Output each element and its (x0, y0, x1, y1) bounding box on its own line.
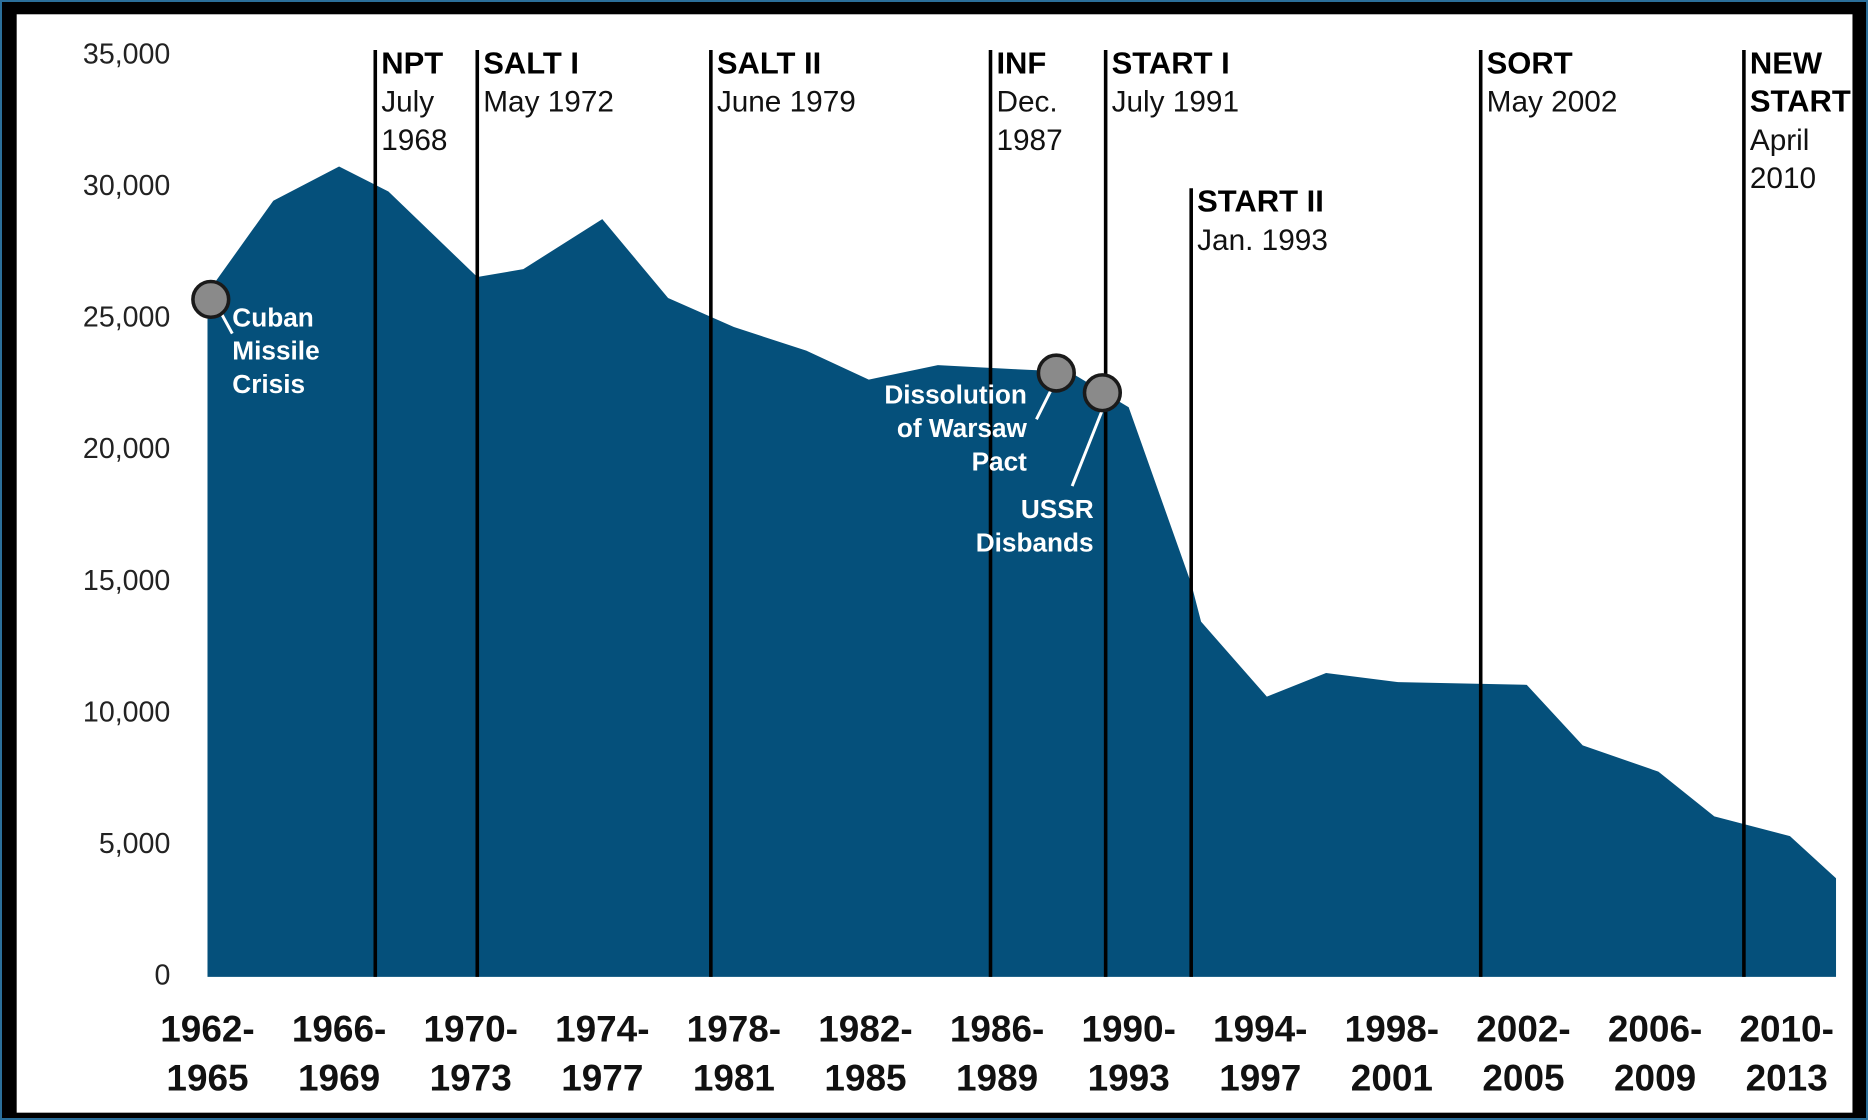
y-tick-label: 5,000 (99, 828, 171, 860)
treaty-date: Dec. 1987 (996, 86, 1062, 157)
event-label: Dissolution of Warsaw Pact (884, 380, 1027, 477)
y-tick-label: 35,000 (83, 39, 170, 71)
y-tick-label: 15,000 (83, 565, 170, 597)
treaty-name: START II (1197, 184, 1324, 219)
treaty-name: SALT I (483, 46, 579, 81)
plot: 0 5,000 10,000 15,000 20,000 25,000 30,000 35,0… (16, 14, 1853, 1113)
y-tick-label: 20,000 (83, 433, 170, 465)
event-marker (1082, 373, 1123, 413)
treaty-date: May 2002 (1487, 86, 1618, 119)
x-tick-label: 1978-1981 (687, 1008, 781, 1098)
x-tick-label: 1962-1965 (160, 1008, 254, 1098)
y-tick-label: 25,000 (83, 302, 170, 334)
x-tick-label: 1970-1973 (423, 1008, 517, 1098)
event-marker (1036, 353, 1076, 393)
event-connector (1070, 410, 1104, 487)
event-label: USSR Disbands (976, 494, 1094, 557)
event-connector (1035, 390, 1053, 421)
x-tick-label: 2002-2005 (1476, 1008, 1570, 1098)
treaty-date: April 2010 (1750, 124, 1816, 195)
x-tick-label: 1966-1969 (292, 1008, 386, 1098)
event-marker (191, 279, 231, 320)
y-tick-label: 10,000 (83, 696, 170, 728)
treaty-date: July 1991 (1112, 86, 1239, 119)
treaty-name: START I (1112, 46, 1230, 81)
x-tick-label: 2006-2009 (1608, 1008, 1702, 1098)
treaty-name: SORT (1487, 46, 1573, 81)
x-tick-label: 1994-1997 (1213, 1008, 1307, 1098)
treaty-date: May 1972 (483, 86, 614, 119)
area (207, 166, 1837, 977)
treaty-name: SALT II (717, 46, 821, 81)
x-tick-label: 1998-2001 (1345, 1008, 1439, 1098)
treaty-date: Jan. 1993 (1197, 224, 1328, 257)
treaty-name: NEW START (1750, 46, 1851, 119)
y-tick-label: 0 (154, 959, 170, 991)
treaty-name: INF (996, 46, 1046, 81)
treaty-date: July 1968 (381, 86, 447, 157)
event-label: Cuban Missile Crisis (232, 302, 319, 399)
x-tick-label: 2010-2013 (1739, 1008, 1833, 1098)
x-tick-label: 1986-1989 (950, 1008, 1044, 1098)
treaty-date: June 1979 (717, 86, 856, 119)
y-tick-label: 30,000 (83, 170, 170, 202)
x-tick-label: 1982-1985 (818, 1008, 912, 1098)
treaty-name: NPT (381, 46, 443, 81)
x-tick-label: 1974-1977 (555, 1008, 649, 1098)
x-tick-label: 1990-1993 (1081, 1008, 1175, 1098)
